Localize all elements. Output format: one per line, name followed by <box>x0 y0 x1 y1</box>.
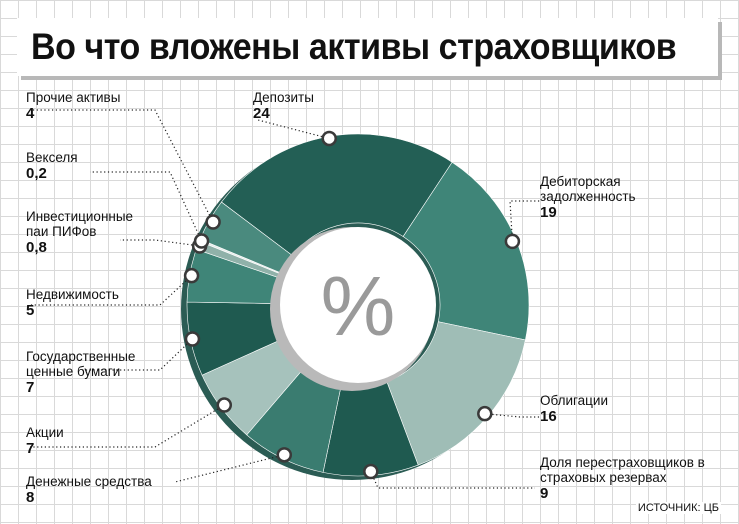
slice-label: Дебиторская задолженность <box>540 174 636 204</box>
slice-label: Прочие активы <box>26 90 121 105</box>
slice-label: Денежные средства <box>26 474 152 489</box>
leader-line <box>90 171 203 242</box>
donut-slice <box>221 133 453 257</box>
slice-marker <box>477 405 493 422</box>
slice-value: 16 <box>540 408 557 425</box>
slice-label: Государственные ценные бумаги <box>26 349 136 379</box>
label-denezhnye-sredstva: Денежные средства 8 <box>26 474 152 506</box>
leader-line <box>30 109 214 223</box>
donut-slice <box>386 321 526 466</box>
chart-title: Во что вложены активы страховщиков <box>31 26 677 67</box>
label-dolya-perestrahovshchikov: Доля перестраховщиков в страховых резерв… <box>540 455 720 502</box>
slice-value: 8 <box>26 489 35 506</box>
slice-marker <box>184 331 201 347</box>
slice-value: 19 <box>540 204 557 221</box>
slice-marker <box>276 447 293 463</box>
slice-label: Депозиты <box>253 90 314 105</box>
slice-value: 9 <box>540 485 549 502</box>
label-debitorskaya: Дебиторская задолженность 19 <box>540 174 675 221</box>
label-nedvizhimost: Недвижимость 5 <box>26 287 119 319</box>
leader-line <box>30 275 192 306</box>
percent-symbol: % <box>321 259 396 353</box>
slice-marker <box>504 233 521 250</box>
slice-value: 0,8 <box>26 239 47 256</box>
slice-value: 7 <box>26 379 35 396</box>
slice-label: Акции <box>26 425 64 440</box>
slice-marker <box>183 267 200 284</box>
leader-line <box>30 404 225 448</box>
slice-marker <box>363 463 379 480</box>
leader-line <box>484 413 540 418</box>
donut-slice <box>402 161 530 341</box>
slice-label: Инвестиционные паи ПИФов <box>26 209 134 239</box>
slice-value: 4 <box>26 105 35 122</box>
slice-marker <box>216 397 233 413</box>
slice-value: 0,2 <box>26 165 47 182</box>
label-gos-bumagi: Государственные ценные бумаги 7 <box>26 349 161 396</box>
donut-hole <box>280 227 436 383</box>
title-box: Во что вложены активы страховщиков <box>17 18 718 76</box>
label-aktsii: Акции 7 <box>26 425 64 457</box>
slice-value: 5 <box>26 302 35 319</box>
slice-marker <box>321 130 337 147</box>
label-prochie-aktivy: Прочие активы 4 <box>26 90 120 122</box>
label-vekselya: Векселя 0,2 <box>26 150 78 182</box>
label-pai-pifov: Инвестиционные паи ПИФов 0,8 <box>26 209 156 256</box>
slice-marker <box>205 214 221 230</box>
slice-marker <box>193 233 210 249</box>
label-depozity: Депозиты 24 <box>253 90 314 122</box>
label-obligatsii: Облигации 16 <box>540 393 608 425</box>
slice-value: 7 <box>26 440 35 457</box>
leader-line <box>257 119 330 140</box>
slice-label: Облигации <box>540 393 608 408</box>
slice-label: Векселя <box>26 150 78 165</box>
leader-line <box>174 454 285 483</box>
leader-line <box>370 471 535 489</box>
source-note: ИСТОЧНИК: ЦБ <box>635 502 721 514</box>
slice-label: Недвижимость <box>26 287 119 302</box>
slice-label: Доля перестраховщиков в страховых резерв… <box>540 455 705 485</box>
slice-value: 24 <box>253 105 270 122</box>
